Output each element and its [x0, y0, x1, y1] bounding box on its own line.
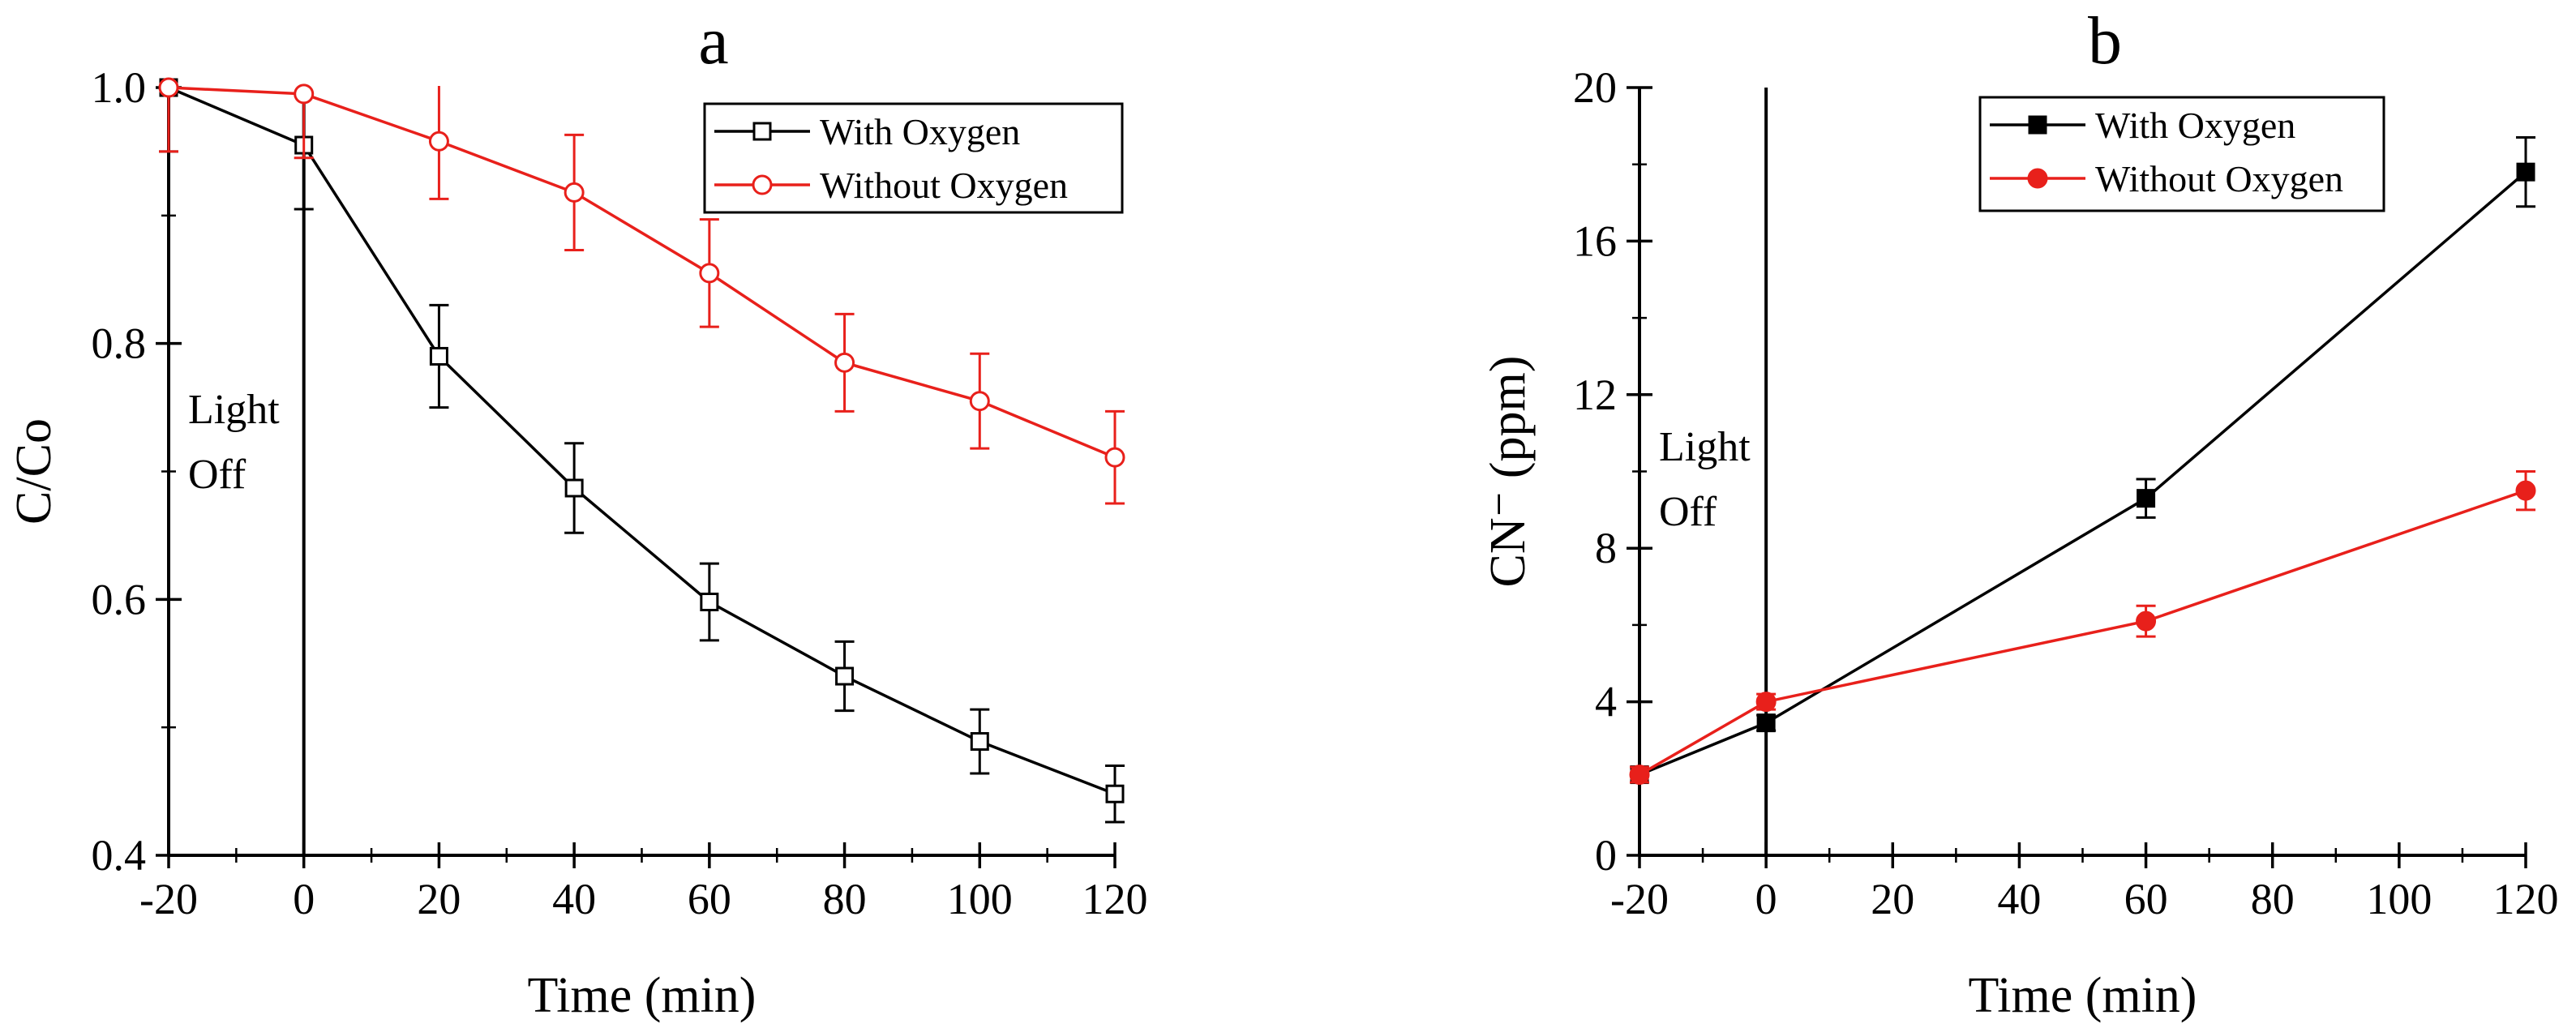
y-tick-label: 1.0 — [92, 63, 147, 112]
series-line — [1639, 170, 2527, 777]
legend-label: Without Oxygen — [820, 165, 1068, 206]
series-line — [168, 86, 1116, 459]
light-off-label: Off — [1659, 489, 1717, 535]
x-tick-label: 20 — [1871, 875, 1914, 923]
light-off-label: Off — [188, 452, 246, 498]
legend-box — [703, 102, 1124, 214]
legend-box — [1978, 96, 2385, 212]
panel-b-letter: b — [2088, 3, 2122, 79]
data-point — [969, 391, 990, 412]
x-tick-label: 60 — [2124, 875, 2168, 923]
x-tick-label: -20 — [139, 875, 198, 923]
data-point — [428, 131, 449, 152]
data-point — [429, 346, 448, 366]
data-point — [158, 77, 179, 98]
data-point — [564, 182, 585, 203]
x-tick-label: -20 — [1610, 875, 1669, 923]
x-tick-label: 20 — [417, 875, 461, 923]
panel-a: a -20 0 20 40 60 80 100 120 0.4 0.6 0.8 1.0 Time (min… — [6, 3, 1148, 1023]
data-point — [1755, 692, 1777, 713]
x-tick-label: 80 — [2251, 875, 2295, 923]
x-tick-label: 100 — [2366, 875, 2432, 923]
x-tick-label: 40 — [1997, 875, 2041, 923]
y-tick-label: 0.8 — [92, 319, 147, 368]
data-point — [2136, 610, 2157, 632]
legend-label: Without Oxygen — [2095, 158, 2343, 199]
x-tick-label: 0 — [293, 875, 315, 923]
data-point — [1104, 447, 1125, 468]
data-point — [1105, 784, 1125, 803]
data-point — [1756, 713, 1776, 733]
legend: With Oxygen Without Oxygen — [1978, 96, 2385, 212]
y-tick-label: 0.6 — [92, 575, 147, 623]
light-off-label: Light — [188, 387, 280, 433]
data-point — [564, 478, 584, 498]
legend-swatch-marker — [2027, 168, 2048, 189]
series-without-oxygen — [1629, 470, 2536, 786]
data-point — [834, 352, 855, 373]
y-axis-title: CN⁻ (ppm) — [1481, 356, 1536, 588]
y-axis-title: C/Co — [6, 418, 62, 525]
y-tick-label: 20 — [1573, 63, 1617, 112]
x-tick-label: 100 — [947, 875, 1013, 923]
data-point — [2137, 489, 2156, 508]
data-point — [2515, 480, 2536, 501]
x-tick-label: 80 — [823, 875, 867, 923]
data-point — [699, 263, 720, 284]
x-tick-label: 120 — [1082, 875, 1148, 923]
data-point — [1629, 765, 1650, 786]
x-tick-label: 60 — [688, 875, 731, 923]
data-point — [835, 666, 855, 686]
legend: With Oxygen Without Oxygen — [703, 102, 1124, 214]
x-tick-label: 40 — [552, 875, 596, 923]
y-tick-label: 16 — [1573, 216, 1617, 265]
data-point — [970, 732, 989, 752]
data-point — [2516, 162, 2535, 182]
y-tick-label: 4 — [1595, 678, 1617, 726]
panel-a-letter: a — [698, 3, 728, 79]
legend-swatch-marker — [752, 122, 772, 141]
series-without-oxygen — [158, 77, 1125, 505]
x-tick-label: 120 — [2493, 875, 2559, 923]
light-off-label: Light — [1659, 424, 1751, 470]
legend-label: With Oxygen — [820, 111, 1020, 152]
x-axis-title: Time (min) — [1969, 968, 2197, 1023]
data-point — [294, 84, 315, 105]
series-line — [168, 86, 1116, 795]
x-tick-label: 0 — [1755, 875, 1777, 923]
y-tick-label: 8 — [1595, 524, 1617, 572]
series-line — [1639, 489, 2527, 777]
y-tick-label: 0 — [1595, 831, 1617, 880]
x-axis-title: Time (min) — [528, 968, 757, 1023]
data-point — [700, 592, 719, 611]
y-tick-label: 12 — [1573, 371, 1617, 419]
y-tick-label: 0.4 — [92, 831, 147, 880]
legend-label: With Oxygen — [2095, 105, 2295, 146]
legend-swatch-marker — [752, 174, 773, 195]
legend-swatch-marker — [2028, 115, 2047, 135]
